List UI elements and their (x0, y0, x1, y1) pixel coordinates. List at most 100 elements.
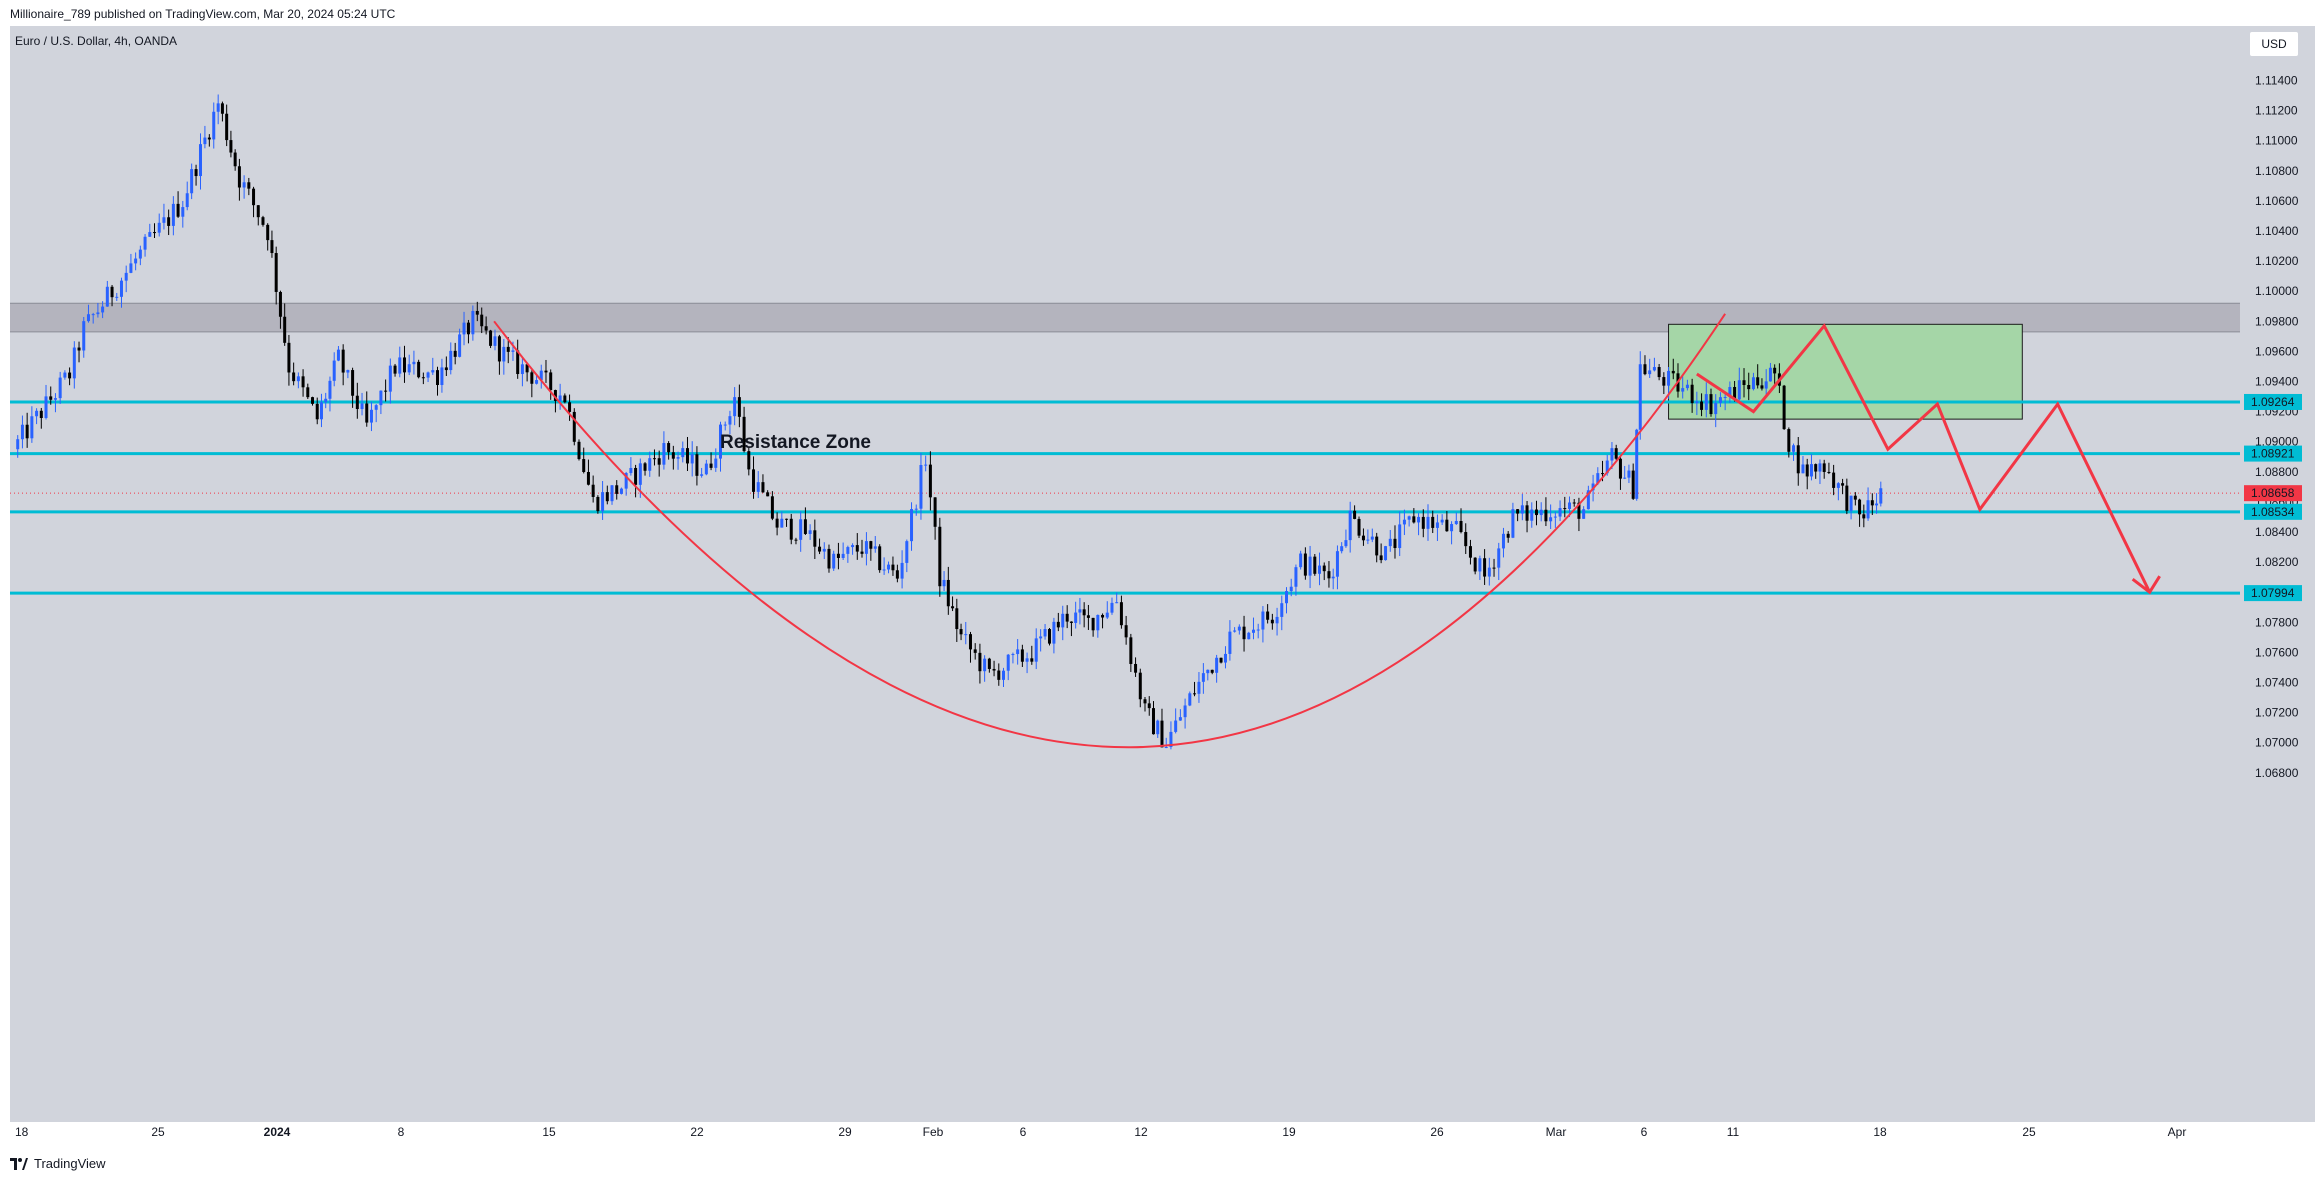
candle-body (30, 416, 34, 439)
candle-body (190, 169, 194, 194)
candle-body (933, 497, 937, 527)
candle-body (794, 539, 798, 541)
candle-body (458, 334, 462, 357)
price-axis-pane (2240, 26, 2315, 1122)
candle-body (1275, 616, 1279, 624)
candle-body (292, 372, 296, 382)
candle-body (480, 314, 484, 327)
candle-body (959, 629, 963, 635)
candle-body (1539, 509, 1543, 516)
candles (16, 94, 1883, 750)
candle-body (987, 658, 991, 669)
candle-body (384, 390, 388, 392)
candle-body (39, 410, 43, 419)
candle-body (914, 508, 918, 510)
candle-body (1814, 464, 1818, 472)
candle-body (643, 463, 647, 471)
candle-body (1318, 565, 1322, 574)
candle-body (1134, 663, 1138, 673)
candle-body (1078, 609, 1082, 613)
candle-body (1299, 553, 1303, 568)
y-tick-label: 1.09000 (2255, 435, 2299, 449)
candle-body (1718, 397, 1722, 403)
candle-body (296, 376, 300, 382)
candle-body (471, 310, 475, 335)
time-axis[interactable]: 18 25 2024 8 15 22 29 Feb 6 12 19 26 Mar 6 11 18 25 Apr (15, 1125, 2186, 1139)
candle-body (1709, 394, 1713, 415)
candle-body (648, 458, 652, 471)
candle-body (1308, 556, 1312, 576)
candle-body (493, 336, 497, 346)
candle-body (624, 473, 628, 489)
currency-button[interactable]: USD (2249, 31, 2299, 57)
candle-body (1417, 516, 1421, 523)
candle-body (417, 361, 421, 378)
candle-body (860, 551, 864, 554)
candle-body (983, 658, 987, 672)
candle-body (1845, 485, 1849, 511)
candle-body (1544, 509, 1548, 522)
candle-body (229, 140, 233, 153)
candle-body (1801, 464, 1805, 474)
tradingview-logo[interactable]: TradingView (10, 1156, 106, 1171)
candle-body (1450, 524, 1454, 532)
candle-body (511, 350, 515, 352)
candle-body (315, 403, 319, 420)
candle-body (1435, 522, 1439, 528)
candle-body (964, 634, 968, 636)
symbol-title: Euro / U.S. Dollar, 4h, OANDA (15, 34, 177, 48)
candle-body (237, 166, 241, 188)
candle-body (657, 458, 661, 465)
candle-body (101, 306, 105, 313)
candle-body (1129, 637, 1133, 664)
candle-body (157, 222, 161, 233)
candle-body (895, 570, 899, 579)
candle-body (466, 322, 470, 335)
candle-body (601, 492, 605, 512)
candle-body (1652, 367, 1656, 371)
level-tag-label: 1.07994 (2251, 586, 2295, 600)
y-tick-label: 1.10000 (2255, 284, 2299, 298)
candle-body (91, 314, 95, 316)
candle-body (1183, 705, 1187, 718)
candle-body (220, 103, 224, 114)
candle-body (1110, 602, 1114, 613)
candle-body (803, 519, 807, 534)
candle-body (484, 326, 488, 331)
candle-body (181, 207, 185, 217)
candle-body (1082, 609, 1086, 616)
candle-body (1151, 708, 1155, 735)
candle-body (789, 518, 793, 540)
candle-body (530, 372, 534, 384)
candle-body (1147, 703, 1151, 709)
y-tick-label: 1.07400 (2255, 676, 2299, 690)
candle-body (563, 395, 567, 403)
candle-body (1052, 621, 1056, 644)
candle-body (502, 346, 506, 362)
candle-body (1643, 364, 1647, 375)
candle-body (379, 390, 383, 406)
candle-body (827, 548, 831, 569)
candle-body (489, 330, 493, 346)
candle-body (1836, 483, 1840, 488)
candle-body (671, 452, 675, 459)
candle-body (1577, 502, 1581, 519)
candle-body (1614, 448, 1618, 459)
x-tick-label: 18 (1873, 1125, 1887, 1139)
candle-body (398, 357, 402, 374)
last-price-tag (2244, 485, 2302, 502)
candle-body (1201, 673, 1205, 682)
candle-body (1370, 536, 1374, 540)
candle-body (1091, 617, 1095, 631)
x-tick-label: 25 (2022, 1125, 2036, 1139)
candle-body (1393, 538, 1397, 549)
candle-body (900, 562, 904, 579)
candle-body (328, 380, 332, 399)
candle-body (1020, 649, 1024, 662)
candle-body (1525, 505, 1529, 521)
price-axis[interactable]: 1.11400 1.11200 1.11000 1.10800 1.10600 1.104… (2244, 74, 2302, 780)
candle-body (162, 217, 166, 223)
candle-body (440, 367, 444, 386)
candle-body (1805, 464, 1809, 477)
